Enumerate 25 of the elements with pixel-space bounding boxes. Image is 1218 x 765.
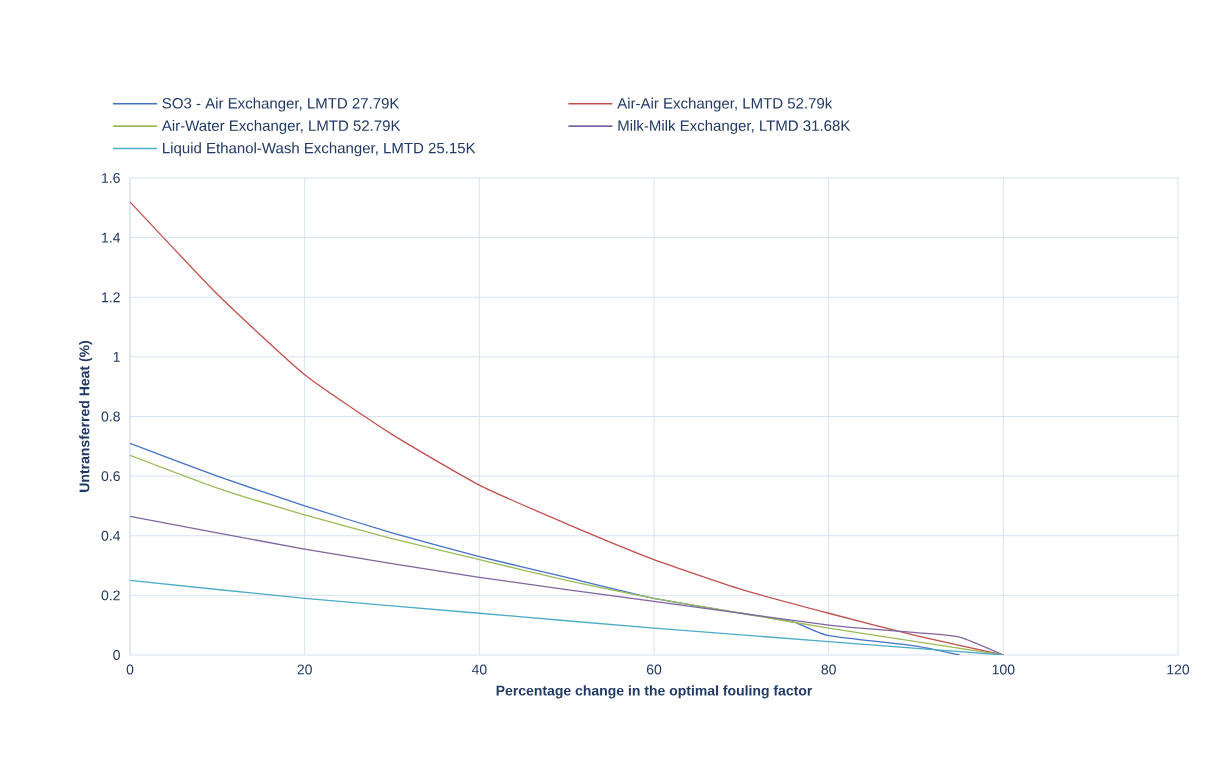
legend-label: Liquid Ethanol-Wash Exchanger, LMTD 25.15K: [163, 142, 476, 157]
y-tick-label: 1.6: [102, 173, 120, 183]
line-series: [130, 515, 1004, 655]
y-tick-label: 0.8: [101, 411, 120, 422]
y-tick-label: 0.2: [101, 590, 120, 601]
x-tick-label: 20: [297, 664, 312, 675]
y-tick-label: 0.4: [101, 530, 121, 541]
x-axis-title: Percentage change in the optimal fouling factor: [496, 685, 813, 699]
y-tick-label: 0.6: [101, 471, 120, 482]
x-tick-label: 0: [126, 664, 134, 675]
y-tick-label: 1: [113, 352, 120, 362]
legend-label: Air-Air Exchanger, LMTD 52.79k: [617, 97, 833, 112]
y-tick-label: 1.4: [102, 232, 121, 243]
legend-label: Milk-Milk Exchanger, LTMD 31.68K: [618, 119, 851, 134]
x-tick-label: 120: [1167, 664, 1190, 675]
y-tick-label: 0: [113, 650, 120, 660]
legend-label: SO3 - Air Exchanger, LMTD 27.79K: [162, 97, 400, 112]
y-tick-label: 1.2: [102, 292, 120, 303]
y-axis-title: Untransferred Heat (%): [79, 340, 93, 492]
x-tick-label: 100: [992, 664, 1015, 675]
line-series: [130, 579, 1004, 655]
x-tick-label: 60: [646, 664, 662, 675]
legend-label: Air-Water Exchanger, LMTD 52.79K: [161, 119, 401, 134]
x-tick-label: 80: [821, 664, 836, 675]
x-tick-label: 40: [471, 664, 487, 675]
